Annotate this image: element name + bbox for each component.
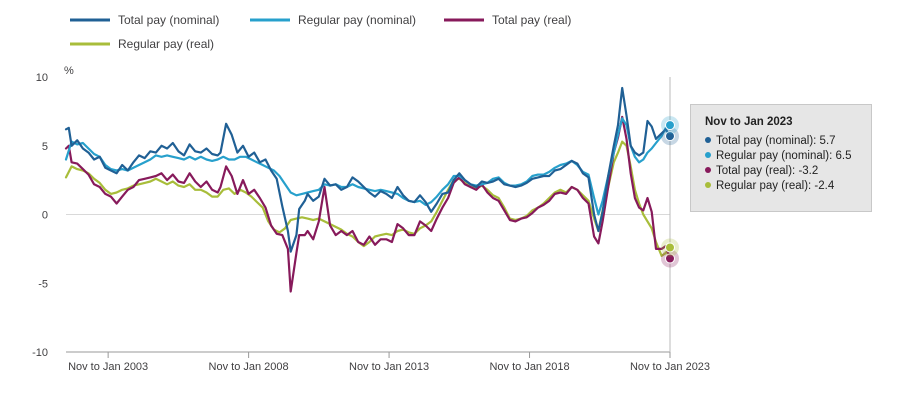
x-tick-label: Nov to Jan 2003 bbox=[68, 361, 148, 373]
tooltip-dot-icon bbox=[705, 136, 711, 143]
legend-label[interactable]: Total pay (real) bbox=[492, 13, 571, 27]
legend-label[interactable]: Regular pay (real) bbox=[118, 37, 214, 51]
x-tick-label: Nov to Jan 2018 bbox=[489, 361, 569, 373]
tooltip-dot-icon bbox=[705, 151, 711, 158]
hover-tooltip: Nov to Jan 2023 Total pay (nominal): 5.7… bbox=[690, 104, 872, 212]
end-marker-point[interactable] bbox=[665, 120, 675, 131]
tooltip-row-regular-nominal: Regular pay (nominal): 6.5 bbox=[705, 149, 857, 164]
legend-label[interactable]: Regular pay (nominal) bbox=[298, 13, 416, 27]
series-line[interactable] bbox=[64, 117, 672, 216]
y-tick-label: 5 bbox=[42, 141, 48, 153]
x-axis: Nov to Jan 2003 Nov to Jan 2008 Nov to Jan… bbox=[66, 351, 710, 373]
legend-label[interactable]: Total pay (nominal) bbox=[118, 13, 219, 27]
end-marker-point[interactable] bbox=[665, 253, 675, 264]
tooltip-row-total-nominal: Total pay (nominal): 5.7 bbox=[705, 134, 857, 149]
x-tick-label: Nov to Jan 2013 bbox=[349, 361, 429, 373]
series-line[interactable] bbox=[64, 115, 672, 293]
tooltip-row-regular-real: Regular pay (real): -2.4 bbox=[705, 179, 857, 194]
series-lines bbox=[64, 77, 672, 352]
y-tick-label: 10 bbox=[36, 72, 48, 84]
series-line[interactable] bbox=[64, 86, 672, 253]
tooltip-title: Nov to Jan 2023 bbox=[705, 116, 793, 128]
end-marker-point[interactable] bbox=[665, 131, 675, 142]
end-markers bbox=[661, 116, 679, 268]
series-line[interactable] bbox=[64, 140, 672, 257]
tooltip-dot-icon bbox=[705, 181, 711, 188]
tooltip-dot-icon bbox=[705, 166, 711, 173]
tooltip-row-total-real: Total pay (real): -3.2 bbox=[705, 164, 857, 179]
y-axis-ticks: 10 5 0 -5 -10 bbox=[32, 72, 670, 359]
y-axis-unit-label: % bbox=[64, 65, 74, 77]
y-tick-label: 0 bbox=[42, 210, 48, 222]
chart-legend: Total pay (nominal) Regular pay (nominal)… bbox=[70, 13, 571, 51]
x-tick-label: Nov to Jan 2023 bbox=[630, 361, 710, 373]
y-tick-label: -5 bbox=[38, 278, 48, 290]
y-tick-label: -10 bbox=[32, 347, 48, 359]
end-marker-point[interactable] bbox=[665, 242, 675, 253]
x-tick-label: Nov to Jan 2008 bbox=[209, 361, 289, 373]
